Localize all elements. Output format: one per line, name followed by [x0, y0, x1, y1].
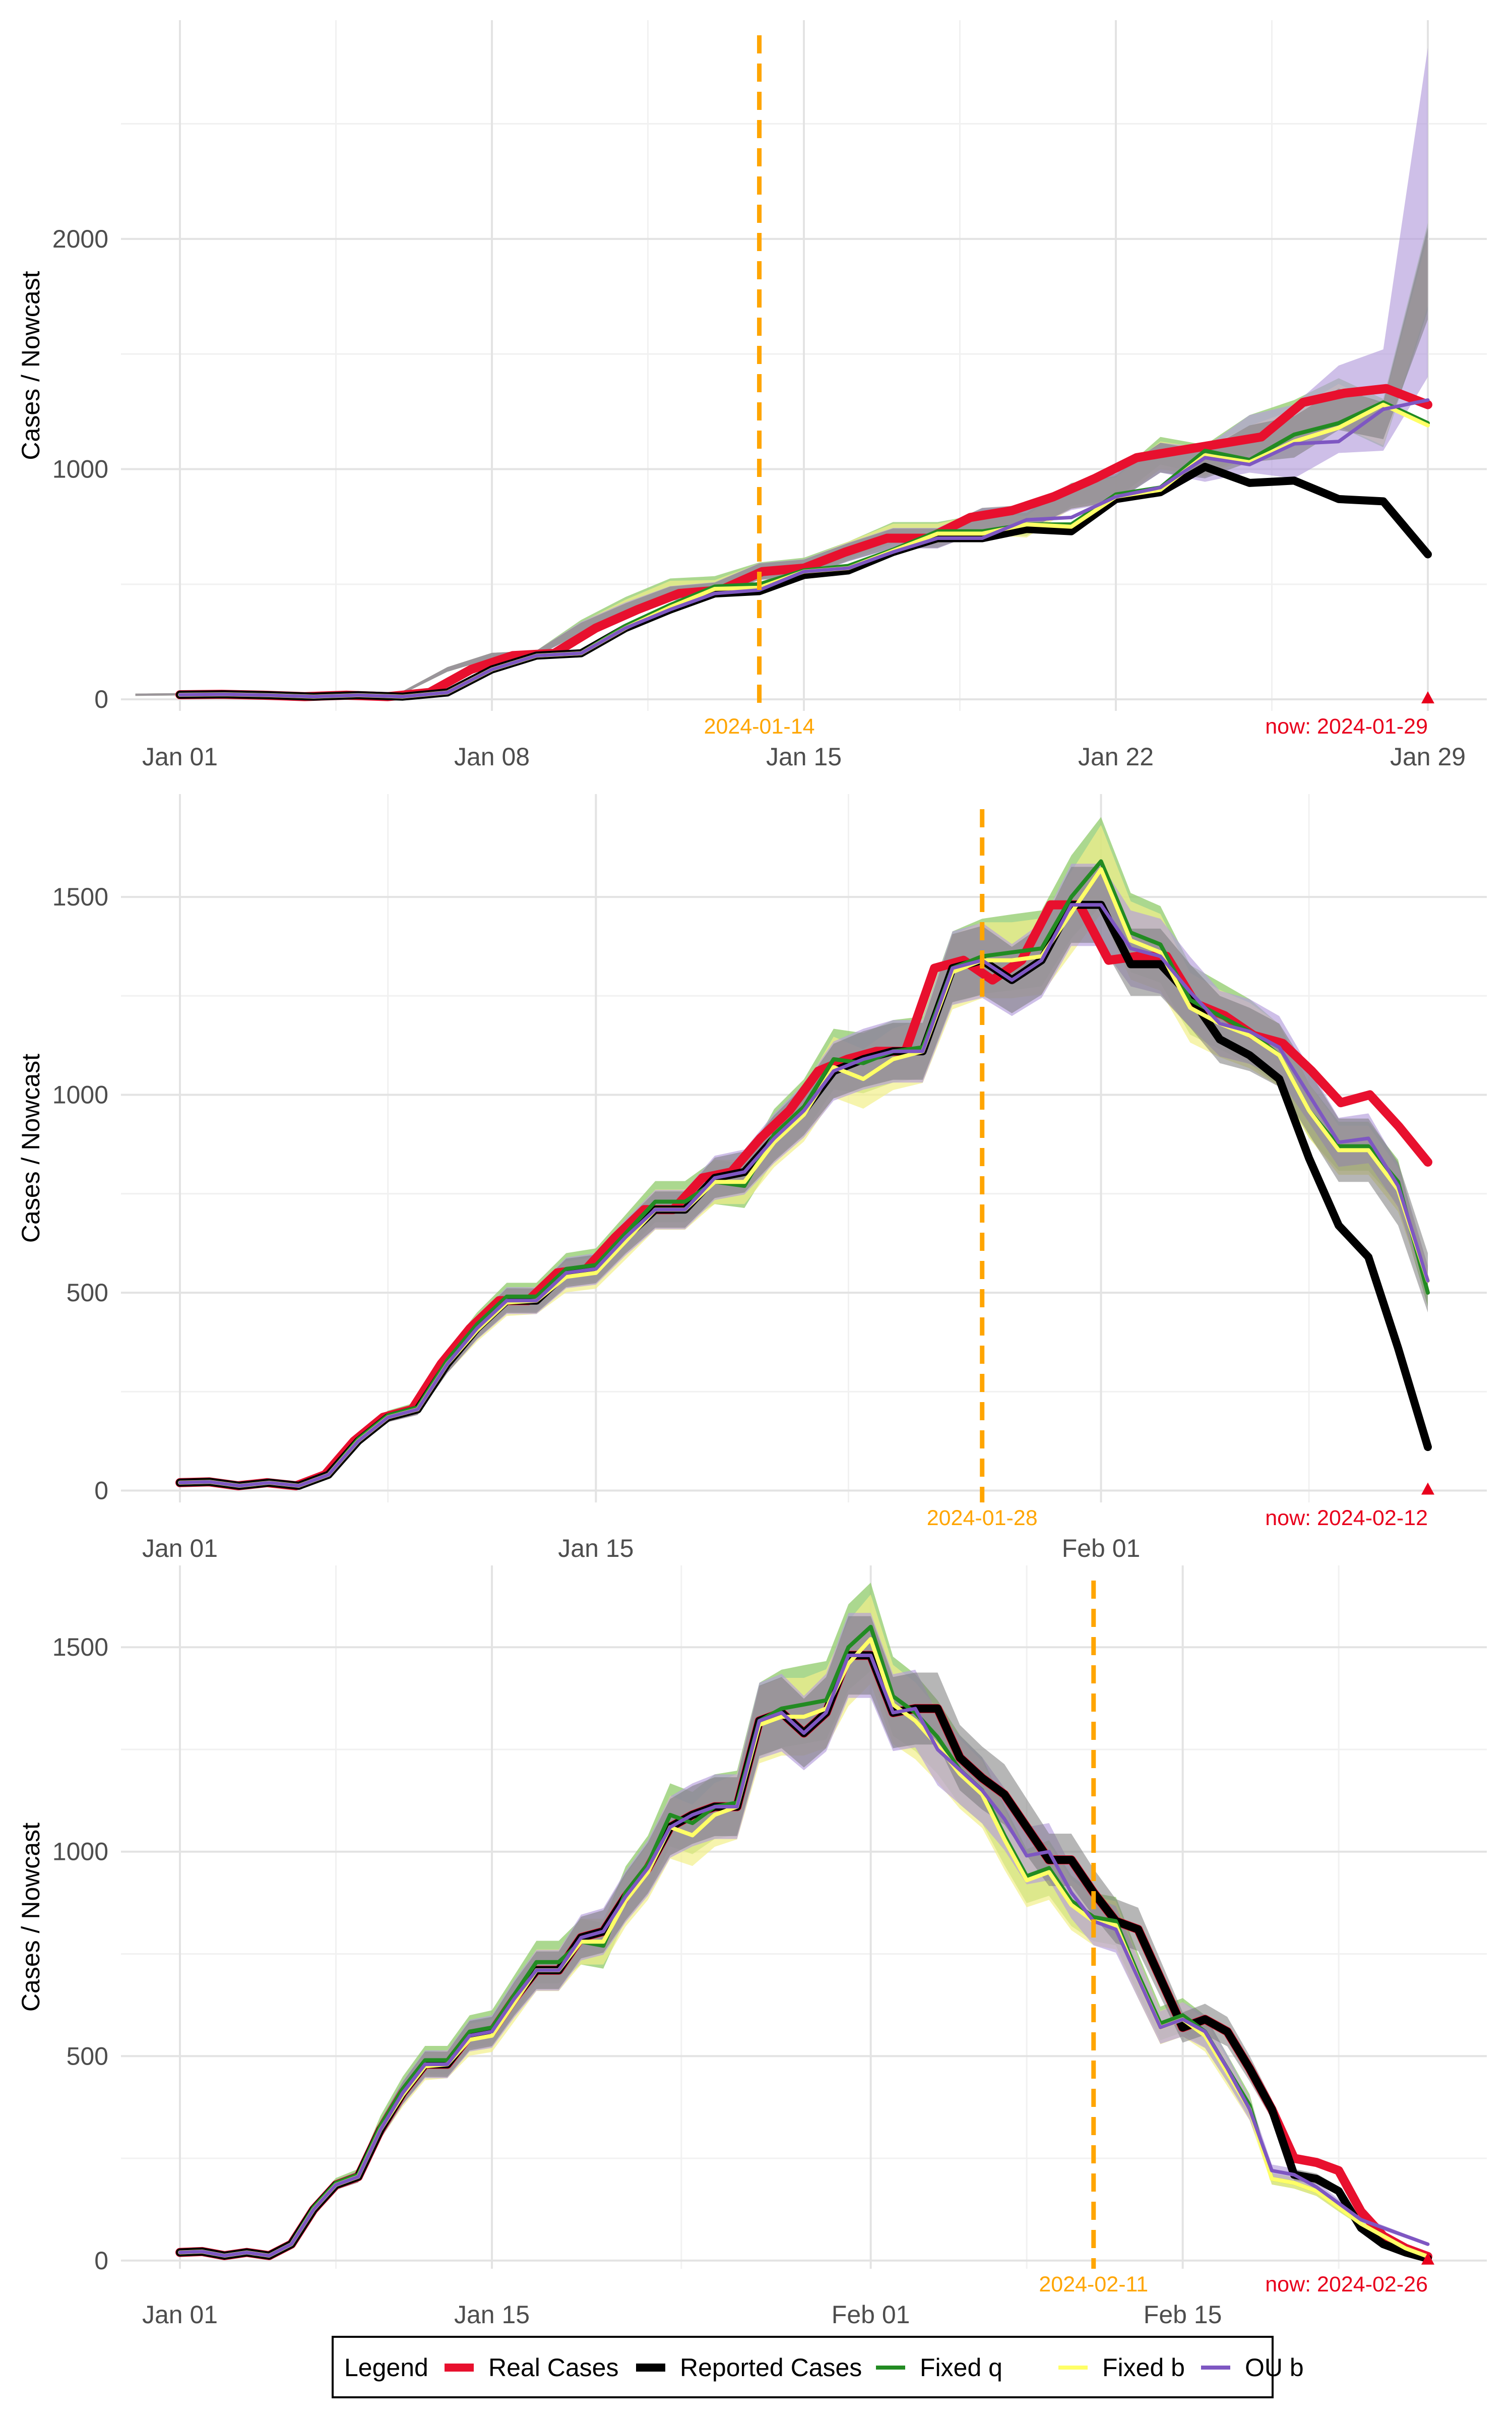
now-label: now: 2024-01-29	[1265, 714, 1428, 739]
y-tick-label: 500	[67, 1279, 108, 1307]
reported-line	[176, 900, 1432, 1490]
x-tick-label: Feb 15	[1144, 2301, 1222, 2329]
y-axis-label: Cases / Nowcast	[17, 1823, 45, 2012]
fixed-b-interval-band	[180, 825, 1428, 1488]
ou-b-interval-band	[135, 47, 1428, 698]
cutoff-date-label: 2024-01-14	[704, 714, 815, 739]
x-tick-label: Jan 08	[454, 743, 530, 771]
x-tick-label: Jan 01	[142, 743, 218, 771]
y-tick-label: 2000	[52, 225, 108, 253]
chart-panel-1: 0 1000 2000 Jan 01 Jan 08 Jan 15 Jan 22 Jan 29 C…	[17, 20, 1487, 771]
y-tick-label: 1500	[52, 883, 108, 911]
fixed-b-line	[178, 867, 1430, 1488]
ou-b-line	[178, 398, 1430, 699]
x-tick-label: Jan 15	[766, 743, 842, 771]
legend-title: Legend	[344, 2353, 428, 2382]
legend-box	[332, 2336, 1274, 2398]
y-tick-label: 1000	[52, 1081, 108, 1109]
x-tick-label: Jan 15	[558, 1534, 634, 1562]
reported-interval-band	[135, 227, 1428, 698]
now-label: now: 2024-02-12	[1265, 1506, 1428, 1530]
y-tick-label: 1000	[52, 1838, 108, 1866]
ou-b-interval-band	[180, 864, 1428, 1488]
x-tick-label: Jan 29	[1390, 743, 1466, 771]
real-line	[175, 900, 1432, 1490]
now-marker	[1421, 2252, 1434, 2265]
y-axis-label: Cases / Nowcast	[17, 271, 45, 460]
x-tick-label: Feb 01	[832, 2301, 910, 2329]
legend-label: OU b	[1245, 2353, 1304, 2382]
x-tick-label: Jan 22	[1078, 743, 1154, 771]
legend-label: Fixed q	[920, 2353, 1002, 2382]
reported-interval-band	[180, 1616, 1428, 2259]
y-tick-label: 0	[94, 1476, 108, 1504]
x-tick-label: Feb 01	[1062, 1534, 1141, 1562]
ou-b-line	[178, 903, 1430, 1488]
y-tick-label: 500	[67, 2042, 108, 2070]
chart-panel-2: 0 500 1000 1500 Jan 01 Jan 15 Feb 01 Cases / No…	[17, 794, 1487, 1562]
fixed-q-interval-band	[180, 817, 1428, 1488]
legend-label: Real Cases	[488, 2353, 618, 2382]
chart-panel-3: 0 500 1000 1500 Jan 01 Jan 15 Feb 01 Feb 15 Case…	[17, 1565, 1487, 2329]
cutoff-date-label: 2024-02-11	[1039, 2272, 1148, 2296]
x-tick-label: Jan 01	[142, 1534, 218, 1562]
reported-interval-band	[180, 867, 1428, 1488]
ou-b-line	[178, 1653, 1430, 2258]
now-marker	[1421, 691, 1434, 704]
y-tick-label: 0	[94, 685, 108, 713]
legend-label: Reported Cases	[680, 2353, 862, 2382]
x-tick-label: Jan 01	[142, 2301, 218, 2329]
y-tick-label: 1500	[52, 1633, 108, 1661]
y-tick-label: 0	[94, 2247, 108, 2275]
x-tick-label: Jan 15	[454, 2301, 530, 2329]
legend: Legend Real Cases Reported Cases Fixed q Fix…	[332, 2336, 1304, 2398]
legend-label: Fixed b	[1102, 2353, 1185, 2382]
cutoff-date-label: 2024-01-28	[927, 1506, 1038, 1530]
y-tick-label: 1000	[52, 455, 108, 483]
y-axis-label: Cases / Nowcast	[17, 1054, 45, 1243]
now-label: now: 2024-02-26	[1265, 2272, 1428, 2296]
now-marker	[1421, 1482, 1434, 1495]
